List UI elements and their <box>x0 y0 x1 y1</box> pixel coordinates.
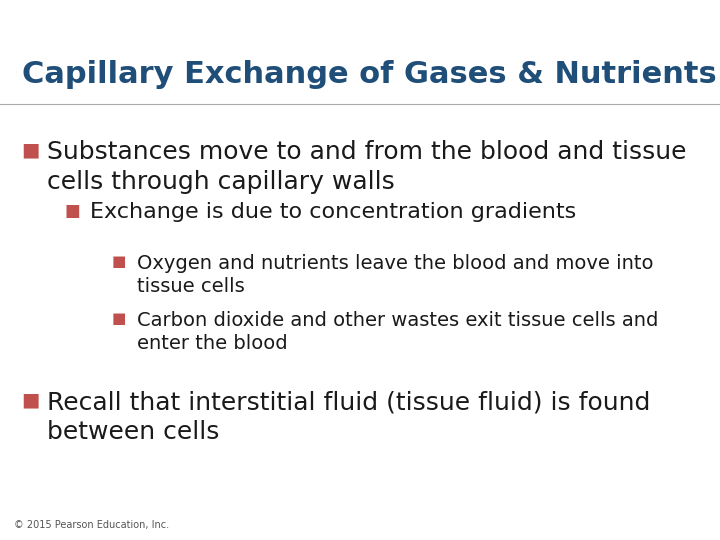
Text: Recall that interstitial fluid (tissue fluid) is found
between cells: Recall that interstitial fluid (tissue f… <box>47 390 650 444</box>
Text: Oxygen and nutrients leave the blood and move into
tissue cells: Oxygen and nutrients leave the blood and… <box>137 254 653 296</box>
Text: ■: ■ <box>65 202 81 220</box>
Text: ■: ■ <box>22 390 40 409</box>
Text: Exchange is due to concentration gradients: Exchange is due to concentration gradien… <box>90 202 576 222</box>
Text: Capillary Exchange of Gases & Nutrients: Capillary Exchange of Gases & Nutrients <box>22 60 716 90</box>
Text: Carbon dioxide and other wastes exit tissue cells and
enter the blood: Carbon dioxide and other wastes exit tis… <box>137 310 658 353</box>
Text: Substances move to and from the blood and tissue
cells through capillary walls: Substances move to and from the blood an… <box>47 140 686 194</box>
Text: © 2015 Pearson Education, Inc.: © 2015 Pearson Education, Inc. <box>14 519 169 530</box>
Text: ■: ■ <box>112 254 126 269</box>
Text: ■: ■ <box>112 310 126 326</box>
Text: ■: ■ <box>22 140 40 159</box>
